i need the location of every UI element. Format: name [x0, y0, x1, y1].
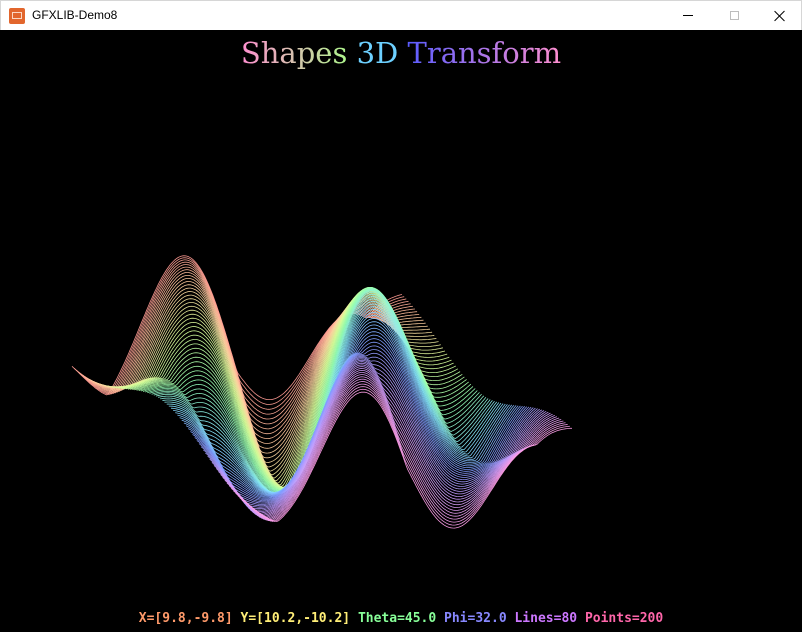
surface-line: [205, 357, 536, 505]
title-bar[interactable]: GFXLIB-Demo8: [0, 0, 802, 30]
surface-line: [211, 361, 543, 510]
surface-line: [209, 359, 540, 508]
surface-line: [80, 264, 411, 420]
maximize-icon: [729, 11, 739, 20]
app-icon: [9, 8, 25, 24]
surface-line: [190, 334, 521, 498]
surface-line: [183, 324, 515, 495]
status-segment: X=[9.8,-9.8]: [138, 611, 241, 626]
surface-line: [226, 374, 558, 519]
demo-heading: Shapes 3D Transform: [0, 36, 802, 70]
surface-line: [196, 345, 528, 500]
heading-word: 3D: [356, 36, 408, 70]
surface-line: [200, 352, 532, 503]
surface-line: [233, 381, 564, 522]
status-segment: Theta=45.0: [357, 611, 445, 626]
surface-line: [106, 294, 437, 476]
surface-plot: [71, 255, 572, 529]
surface-line: [241, 391, 572, 529]
surface-line: [198, 349, 530, 501]
status-segment: Lines=80: [514, 611, 585, 626]
surface-line: [192, 338, 523, 498]
minimize-button[interactable]: [665, 1, 711, 30]
status-segment: Points=200: [584, 611, 664, 626]
surface-line: [228, 376, 560, 520]
surface-line: [218, 366, 549, 514]
minimize-icon: [683, 15, 693, 16]
surface-line: [230, 378, 562, 521]
heading-word: Transform: [407, 36, 562, 70]
surface-line: [203, 356, 534, 504]
surface-line: [112, 291, 443, 484]
surface-line: [220, 368, 551, 516]
surface-line: [108, 293, 439, 479]
surface-line: [89, 275, 420, 439]
window-title: GFXLIB-Demo8: [32, 8, 118, 22]
surface-line: [215, 364, 547, 513]
surface-line: [95, 284, 426, 454]
close-button[interactable]: [757, 1, 802, 30]
surface-line: [235, 383, 566, 522]
surface-line: [207, 358, 538, 507]
surface-line: [224, 372, 555, 518]
maximize-button[interactable]: [711, 1, 757, 30]
surface-line: [194, 341, 525, 499]
status-segment: Phi=32.0: [444, 611, 515, 626]
surface-line: [213, 362, 545, 511]
surface-line: [117, 290, 448, 487]
surface-line: [181, 321, 513, 495]
status-segment: Y=[10.2,-10.2]: [240, 611, 358, 626]
heading-word: Shapes: [240, 36, 357, 70]
surface-line: [188, 331, 519, 497]
status-line: X=[9.8,-9.8] Y=[10.2,-10.2] Theta=45.0 P…: [0, 611, 802, 626]
surface-line: [185, 327, 517, 496]
close-icon: [774, 10, 786, 22]
surface-line: [93, 281, 424, 449]
surface-line: [222, 369, 553, 517]
